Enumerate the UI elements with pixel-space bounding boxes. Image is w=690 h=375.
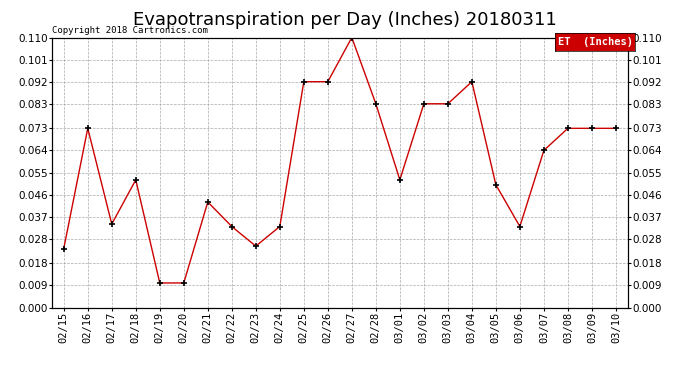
Text: ET  (Inches): ET (Inches)	[558, 37, 633, 46]
Text: Copyright 2018 Cartronics.com: Copyright 2018 Cartronics.com	[52, 26, 208, 35]
Text: Evapotranspiration per Day (Inches) 20180311: Evapotranspiration per Day (Inches) 2018…	[133, 11, 557, 29]
